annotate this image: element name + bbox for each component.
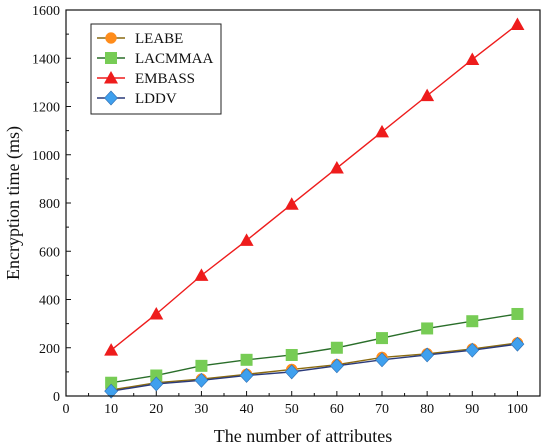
legend-marker-leabe	[105, 32, 117, 44]
data-point-embass	[239, 233, 254, 246]
data-point-lddv	[149, 376, 164, 392]
series-lacmmaa	[105, 307, 524, 389]
plot-frame	[65, 9, 541, 397]
series-line-lacmmaa	[111, 313, 518, 384]
data-point-lddv	[239, 368, 254, 383]
data-point-lacmmaa	[421, 322, 434, 335]
legend-label-leabe: LEABE	[135, 31, 183, 47]
y-tick-label: 0	[53, 390, 60, 405]
x-tick-label: 90	[465, 402, 479, 417]
x-tick-label: 0	[63, 402, 70, 417]
y-tick-label: 600	[39, 245, 60, 260]
series-leabe	[105, 337, 524, 396]
data-point-lacmmaa	[105, 376, 118, 389]
data-point-lacmmaa	[511, 307, 524, 320]
data-point-embass	[194, 268, 209, 281]
data-point-embass	[420, 88, 435, 102]
data-point-lddv	[329, 358, 344, 374]
data-point-lddv	[465, 342, 480, 358]
data-point-lddv	[375, 352, 389, 368]
series-line-embass	[110, 23, 518, 351]
x-tick-label: 10	[104, 402, 118, 417]
legend-label-lacmmaa: LACMMAA	[135, 51, 214, 67]
series-line-leabe	[111, 342, 518, 391]
x-tick-label: 60	[330, 402, 344, 417]
x-tick-label: 70	[375, 402, 389, 417]
x-tick-label: 50	[285, 402, 299, 417]
legend-marker-lacmmaa	[105, 52, 117, 64]
data-point-lacmmaa	[240, 353, 253, 366]
y-tick-label: 400	[39, 294, 60, 309]
data-point-lacmmaa	[466, 315, 479, 328]
y-tick-label: 1200	[32, 101, 60, 116]
data-point-lacmmaa	[285, 348, 298, 361]
data-point-lddv	[104, 383, 119, 399]
data-point-embass	[149, 306, 164, 320]
data-point-lacmmaa	[376, 332, 388, 345]
data-point-embass	[104, 343, 119, 356]
data-point-embass	[329, 161, 344, 174]
data-point-lddv	[284, 364, 299, 380]
axes-layer: 0 10 20 30 40 50 60 70 80 90 100020040060080010001…	[32, 4, 528, 417]
legend-label-lddv: LDDV	[135, 91, 177, 107]
series-lddv	[104, 336, 525, 399]
legend-marker-lddv	[104, 90, 118, 106]
legend-marker-embass	[104, 71, 118, 84]
legend: LEABE LACMMAA EMBASS LDDV	[90, 23, 222, 115]
y-axis-title: Encryption time (ms)	[3, 126, 24, 280]
data-point-embass	[510, 17, 525, 30]
y-tick-label: 1000	[32, 149, 60, 164]
series-embass	[104, 17, 525, 356]
data-point-lacmmaa	[150, 369, 163, 382]
data-point-embass	[465, 52, 480, 65]
y-tick-label: 200	[39, 342, 60, 357]
series-layer	[104, 17, 525, 399]
legend-label-embass: EMBASS	[135, 71, 195, 87]
x-tick-label: 20	[149, 402, 163, 417]
x-tick-label: 40	[240, 402, 254, 417]
y-tick-label: 1400	[32, 52, 60, 67]
data-point-embass	[375, 124, 389, 138]
data-point-lddv	[420, 347, 435, 363]
x-tick-label: 100	[507, 402, 528, 417]
x-tick-label: 30	[194, 402, 208, 417]
y-tick-label: 1600	[32, 4, 60, 19]
data-point-lddv	[510, 336, 525, 352]
data-point-lacmmaa	[330, 341, 343, 354]
x-tick-label: 80	[420, 402, 434, 417]
data-point-lacmmaa	[195, 359, 208, 372]
series-line-lddv	[111, 343, 518, 392]
data-point-embass	[284, 197, 299, 210]
x-axis-title: The number of attributes	[214, 426, 392, 446]
data-point-lddv	[194, 372, 209, 388]
y-tick-label: 800	[39, 197, 60, 212]
